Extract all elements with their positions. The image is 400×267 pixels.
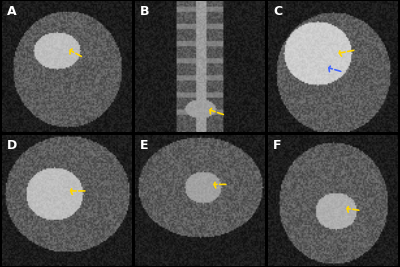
Text: A: A [7,5,17,18]
Text: C: C [273,5,282,18]
Text: D: D [7,139,18,151]
Text: F: F [273,139,282,151]
Text: B: B [140,5,150,18]
Text: E: E [140,139,149,151]
